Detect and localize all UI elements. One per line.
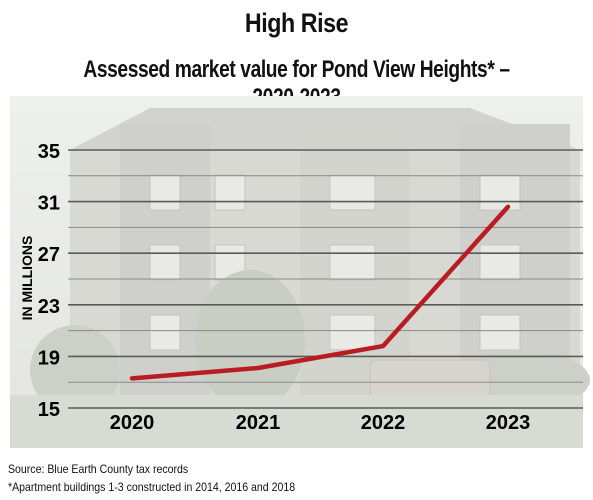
y-tick-label: 27 (38, 244, 60, 266)
series-line (129, 204, 511, 381)
y-tick-label: 35 (38, 141, 60, 163)
x-tick-label: 2020 (110, 412, 155, 434)
grid (68, 149, 583, 409)
x-tick-label: 2021 (236, 412, 281, 434)
x-axis: 2020 2021 2022 2023 (110, 412, 531, 434)
chart-subtitle: Assessed market value for Pond View Heig… (83, 56, 510, 111)
background-photo (10, 96, 590, 448)
footnote: *Apartment buildings 1-3 constructed in … (8, 480, 296, 494)
x-tick-label: 2023 (486, 412, 531, 434)
y-tick-label: 31 (38, 193, 60, 215)
chart-title: High Rise (244, 8, 349, 38)
x-tick-label: 2022 (361, 412, 406, 434)
y-axis-label: IN MILLIONS (19, 236, 35, 321)
y-axis: 15 19 23 27 31 35 (38, 141, 60, 421)
source-note: Source: Blue Earth County tax records (8, 462, 189, 476)
y-tick-label: 23 (38, 296, 60, 318)
y-tick-label: 19 (38, 347, 60, 369)
y-tick-label: 15 (38, 399, 60, 421)
